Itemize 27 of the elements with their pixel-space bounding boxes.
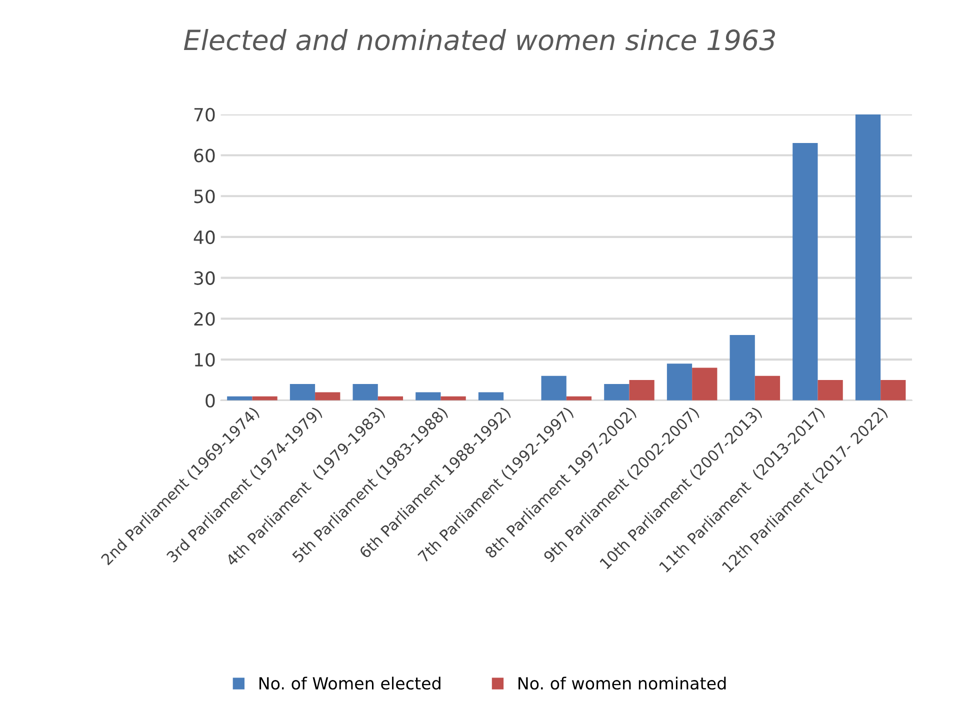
bar [754,376,780,400]
bar [352,384,378,400]
bar [730,335,755,400]
y-tick-label: 0 [206,394,215,408]
y-tick-label: 40 [194,230,215,244]
y-tick-label: 10 [194,353,215,367]
bar [315,392,340,400]
chart-title: Elected and nominated women since 1963 [184,28,775,50]
bar [666,364,692,400]
bar [880,380,906,400]
bar [855,114,881,400]
bar [692,368,718,400]
y-tick-label: 20 [194,312,215,326]
bar [290,384,316,400]
y-tick-label: 50 [194,190,215,204]
bar [478,392,504,400]
bar [604,384,630,400]
y-tick-label: 60 [194,148,215,162]
legend-label: No. of Women elected [259,676,440,690]
bar [629,380,654,400]
legend-label: No. of women nominated [518,676,726,690]
bar [818,380,843,400]
bar [792,143,818,400]
y-tick-label: 30 [194,271,215,285]
y-tick-label: 70 [194,108,215,122]
bar [541,376,566,400]
bar [416,392,441,400]
